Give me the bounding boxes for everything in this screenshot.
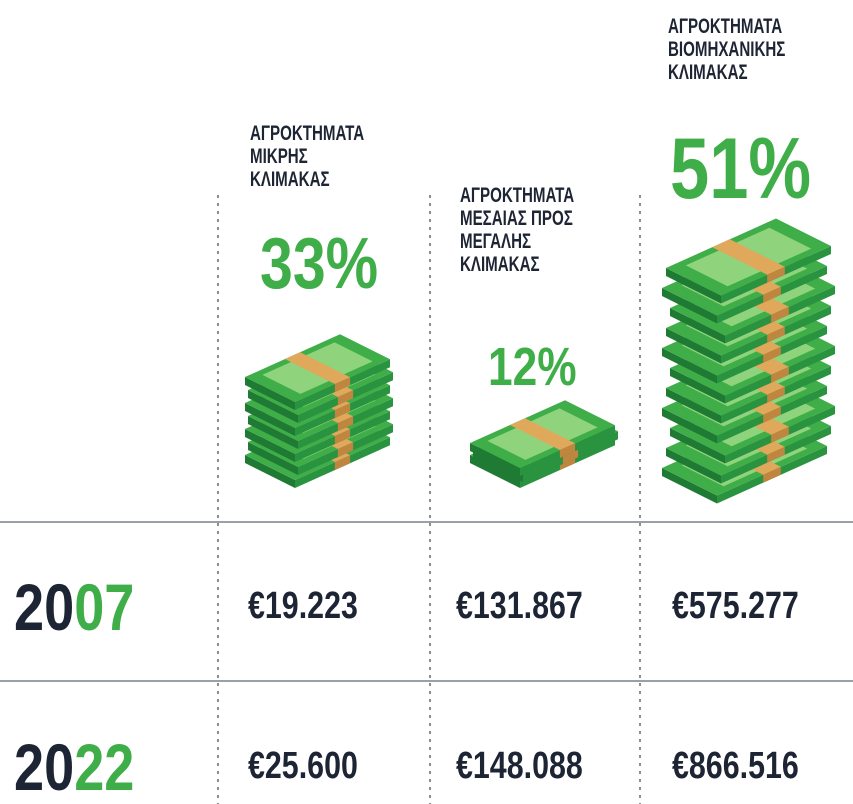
year: 2022 [14, 730, 134, 804]
label-line: ΑΓΡΟΚΤΗΜΑΤΑ [668, 13, 782, 37]
label-line: ΚΛΙΜΑΚΑΣ [250, 166, 330, 190]
label-line: ΑΓΡΟΚΤΗΜΑΤΑ [460, 182, 574, 206]
year-prefix: 20 [14, 570, 74, 644]
label-line: ΑΓΡΟΚΤΗΜΑΤΑ [250, 120, 364, 144]
label-line: ΚΛΙΜΑΚΑΣ [668, 59, 748, 83]
value: €25.600 [248, 745, 358, 787]
label-line: ΜΕΓΑΛΗΣ [460, 228, 531, 252]
year-prefix: 20 [14, 730, 74, 804]
label-line: ΜΕΣΑΙΑΣ ΠΡΟΣ [460, 205, 573, 229]
share: 12% [488, 337, 577, 397]
label-line: ΒΙΟΜΗΧΑΝΙΚΗΣ [668, 36, 785, 60]
share: 33% [260, 222, 378, 303]
column-header: ΑΓΡΟΚΤΗΜΑΤΑ ΜΕΣΑΙΑΣ ΠΡΟΣ ΜΕΓΑΛΗΣ ΚΛΙΜΑΚΑ… [460, 182, 574, 275]
value: €575.277 [672, 585, 799, 627]
value: €866.516 [672, 745, 799, 787]
value: €131.867 [456, 585, 583, 627]
value: €148.088 [456, 745, 583, 787]
column-header: ΑΓΡΟΚΤΗΜΑΤΑ ΒΙΟΜΗΧΑΝΙΚΗΣ ΚΛΙΜΑΚΑΣ [668, 13, 785, 83]
infographic: ΑΓΡΟΚΤΗΜΑΤΑ ΜΙΚΡΗΣ ΚΛΙΜΑΚΑΣ 33% ΑΓΡΟΚΤΗΜ… [0, 0, 853, 804]
label-line: ΜΙΚΡΗΣ [250, 143, 308, 167]
year: 2007 [14, 570, 134, 644]
year-suffix: 07 [74, 570, 134, 644]
share: 51% [670, 120, 811, 216]
label-line: ΚΛΙΜΑΚΑΣ [460, 251, 540, 275]
year-suffix: 22 [74, 730, 134, 804]
column-header: ΑΓΡΟΚΤΗΜΑΤΑ ΜΙΚΡΗΣ ΚΛΙΜΑΚΑΣ [250, 120, 364, 190]
value: €19.223 [248, 585, 358, 627]
